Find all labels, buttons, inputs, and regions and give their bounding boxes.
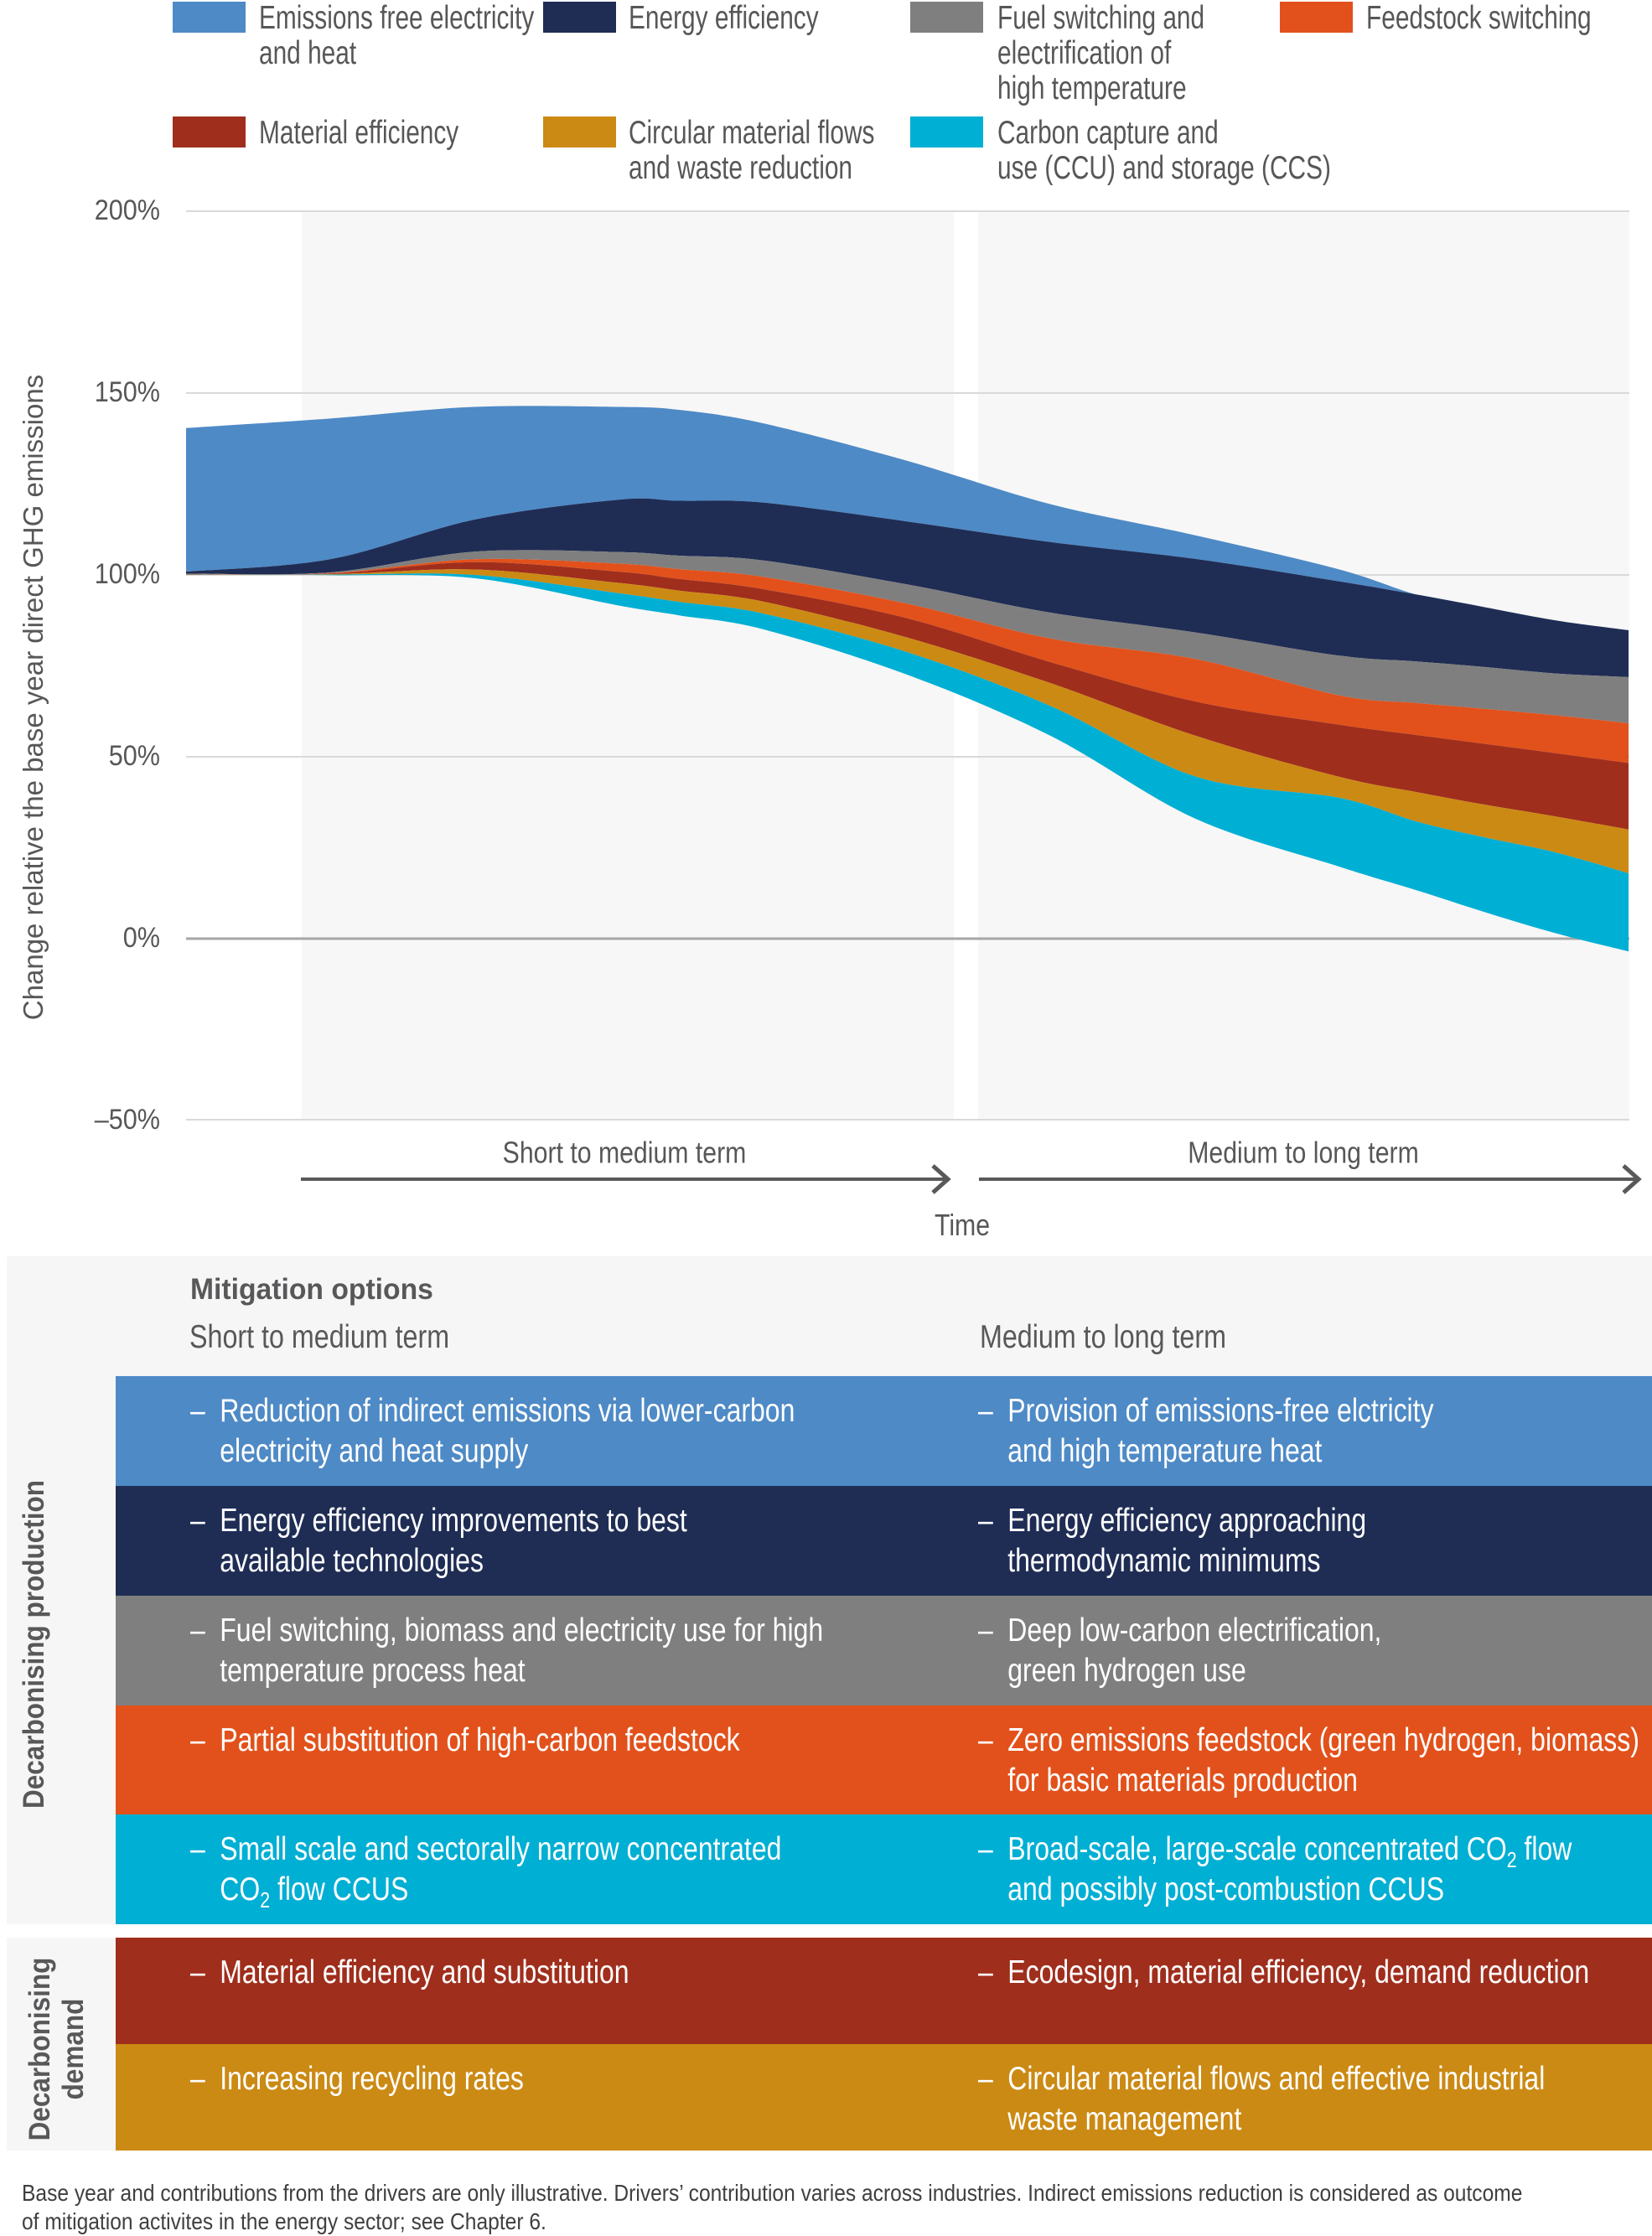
svg-text:Change relative the base year: Change relative the base year direct GHG… <box>18 375 49 1020</box>
svg-text:200%: 200% <box>95 194 160 226</box>
svg-text:50%: 50% <box>109 740 160 772</box>
svg-text:0%: 0% <box>123 922 160 954</box>
svg-text:–50%: –50% <box>95 1104 160 1136</box>
svg-text:Medium to long term: Medium to long term <box>1188 1136 1419 1170</box>
svg-text:Time: Time <box>935 1209 990 1243</box>
svg-text:150%: 150% <box>95 376 160 408</box>
svg-text:Short to medium term: Short to medium term <box>503 1136 747 1170</box>
svg-text:100%: 100% <box>95 558 160 590</box>
